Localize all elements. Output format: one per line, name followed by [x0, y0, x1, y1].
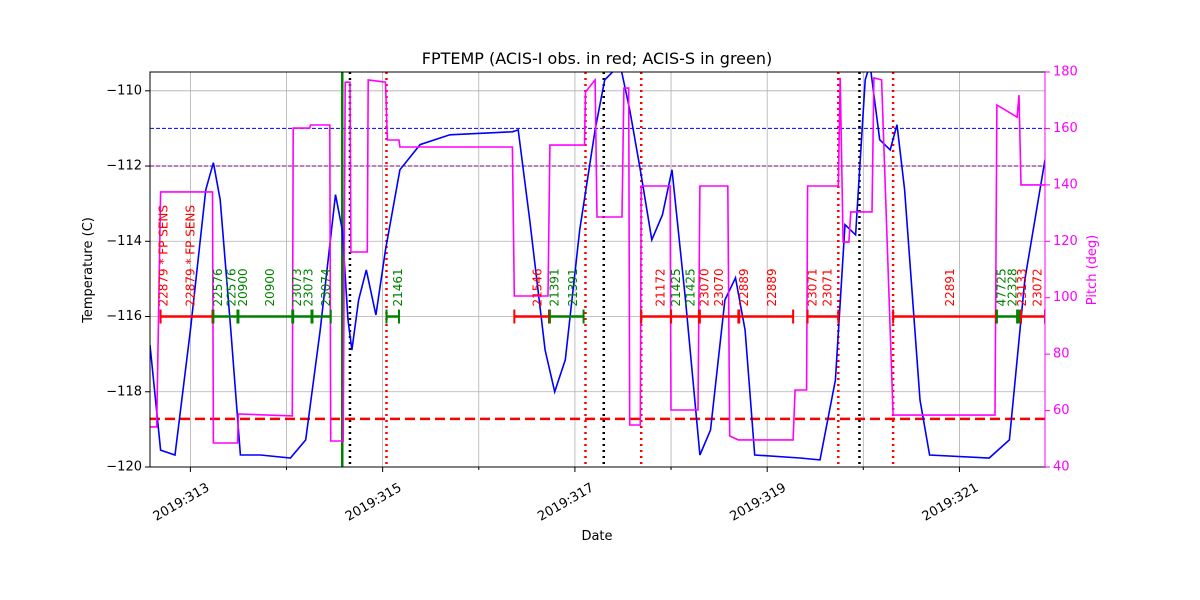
x-axis-label: Date [581, 529, 612, 544]
y-tick-label: −120 [106, 460, 142, 475]
obs-label: 22879 * FP SENS [156, 205, 170, 307]
y-tick-label: −118 [106, 384, 142, 399]
obs-label: 20900 [236, 268, 250, 306]
obs-label: 21425 [669, 268, 683, 306]
obs-label: 22889 [737, 268, 751, 306]
y-tick-label: −112 [106, 159, 142, 174]
obs-label: 22576 [211, 268, 225, 306]
y2-tick-label: 100 [1053, 290, 1078, 305]
y2-tick-label: 40 [1053, 460, 1070, 475]
obs-label: 23071 [821, 268, 835, 306]
chart-title: FPTEMP (ACIS-I obs. in red; ACIS-S in gr… [422, 49, 772, 68]
obs-label: 23070 [712, 268, 726, 306]
y2-tick-label: 120 [1053, 234, 1078, 249]
obs-label: 22576 [225, 268, 239, 306]
y2-tick-label: 180 [1053, 65, 1078, 80]
y2-tick-label: 60 [1053, 403, 1070, 418]
obs-label: 23074 [319, 268, 333, 306]
obs-label: 21391 [548, 268, 562, 306]
obs-label: 23133 [1015, 268, 1029, 306]
y-axis-label: Temperature (C) [81, 217, 96, 324]
y2-tick-label: 80 [1053, 347, 1070, 362]
y-tick-label: −114 [106, 234, 142, 249]
obs-label: 22889 [765, 268, 779, 306]
obs-label: 21546 [530, 268, 544, 306]
series-line [150, 76, 1045, 444]
obs-label: 23070 [698, 268, 712, 306]
obs-label: 22891 [943, 268, 957, 306]
obs-label: 23073 [290, 268, 304, 306]
obs-label: 22328 [1005, 268, 1019, 306]
y-tick-label: −110 [106, 83, 142, 98]
obs-label: 21391 [566, 268, 580, 306]
obs-label: 47725 [995, 268, 1009, 306]
y2-tick-label: 160 [1053, 121, 1078, 136]
y2-axis-label: Pitch (deg) [1085, 235, 1100, 305]
obs-label: 22879 * FP SENS [183, 205, 197, 307]
obs-label: 20900 [263, 268, 277, 306]
obs-label: 21425 [683, 268, 697, 306]
y2-tick-label: 140 [1053, 177, 1078, 192]
obs-label: 23072 [1030, 268, 1044, 306]
obs-label: 23073 [302, 268, 316, 306]
obs-label: 21461 [391, 268, 405, 306]
y-tick-label: −116 [106, 309, 142, 324]
obs-label: 21172 [653, 268, 667, 306]
obs-label: 23071 [805, 268, 819, 306]
